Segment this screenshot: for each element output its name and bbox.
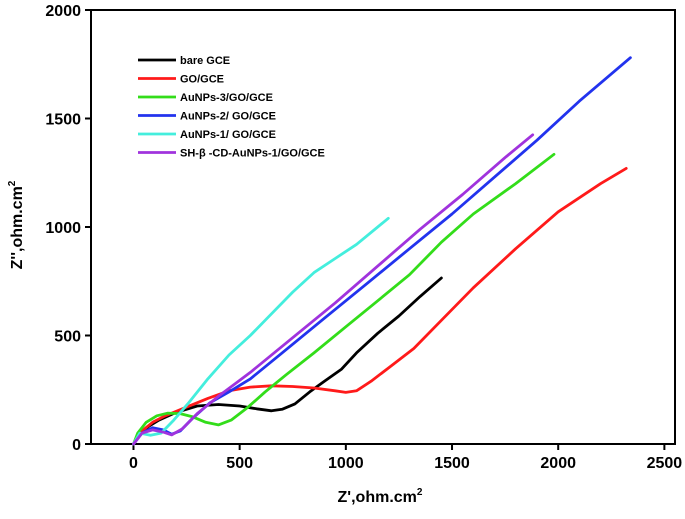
x-tick-label: 2500 [647, 455, 683, 472]
plot-frame [90, 9, 676, 445]
series-line-6 [132, 133, 535, 446]
legend: bare GCE GO/GCE AuNPs-3/GO/GCE AuNPs-2/ GO/… [138, 55, 325, 160]
y-axis-label-sup: 2 [7, 180, 18, 186]
y-tick-label: 2000 [45, 3, 81, 20]
x-tick-label: 1000 [328, 455, 364, 472]
series-line-2 [132, 167, 628, 446]
y-tick-label: 1500 [45, 112, 81, 129]
legend-label-4: AuNPs-2/ GO/GCE [180, 111, 276, 123]
legend-label-5: AuNPs-1/ GO/GCE [180, 129, 276, 141]
tick-layer: 0 500 1000 1500 2000 2500 0 500 1000 1500 2000 [45, 3, 682, 472]
series-line-3 [132, 152, 556, 446]
series-line-5 [132, 216, 390, 446]
x-tick-label: 1500 [434, 455, 470, 472]
series-layer [132, 56, 632, 446]
x-tick-label: 2000 [540, 455, 576, 472]
y-axis-label: Z'',ohm.cm2 [7, 180, 26, 269]
legend-label-6: SH-β -CD-AuNPs-1/GO/GCE [180, 148, 325, 160]
legend-label-2: GO/GCE [180, 74, 224, 86]
x-tick-label: 500 [226, 455, 253, 472]
y-tick-label: 1000 [45, 220, 81, 237]
x-tick-label: 0 [129, 455, 138, 472]
y-tick-label: 0 [72, 437, 81, 454]
series-line-1 [132, 276, 443, 446]
y-tick-label: 500 [54, 329, 81, 346]
x-axis-label: Z',ohm.cm2 [338, 487, 423, 506]
x-axis-label-text: Z',ohm.cm [338, 489, 417, 506]
y-axis-label-text: Z'',ohm.cm [9, 186, 26, 269]
legend-label-1: bare GCE [180, 55, 230, 67]
legend-label-3: AuNPs-3/GO/GCE [180, 92, 273, 104]
x-axis-label-sup: 2 [417, 487, 423, 498]
